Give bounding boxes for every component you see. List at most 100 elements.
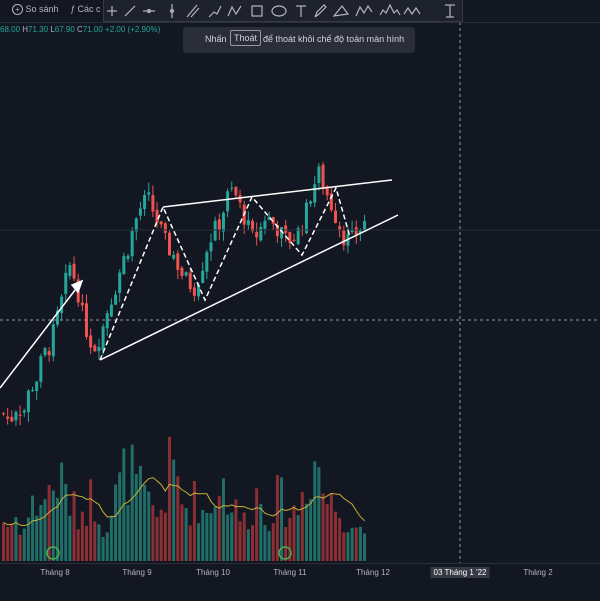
volume-bar xyxy=(35,515,39,561)
candle-body xyxy=(101,326,105,350)
candle-body xyxy=(143,194,147,209)
volume-bar xyxy=(18,534,22,561)
volume-bar xyxy=(358,526,362,561)
volume-bar xyxy=(109,515,113,561)
volume-bar xyxy=(2,522,5,561)
volume-bar xyxy=(221,478,225,561)
candle-body xyxy=(321,164,325,189)
zigzag-tool-icon[interactable] xyxy=(227,5,242,17)
volume-bar xyxy=(317,467,321,561)
candle-body xyxy=(43,348,47,356)
escape-key-badge[interactable]: Thoát xyxy=(230,30,262,46)
drawing-toolbar xyxy=(103,0,463,22)
volume-bar xyxy=(22,528,26,561)
volume-bar xyxy=(354,527,358,561)
rectangle-icon[interactable] xyxy=(251,5,263,17)
volume-bar xyxy=(26,517,30,561)
candle-body xyxy=(358,230,362,234)
price-chart[interactable] xyxy=(0,0,600,563)
volume-bar xyxy=(263,525,267,561)
toast-prefix: Nhấn xyxy=(205,34,227,44)
trend-line-icon[interactable] xyxy=(124,5,136,17)
compare-button[interactable]: + So sánh xyxy=(12,4,59,15)
volume-bar xyxy=(114,484,118,561)
vertical-line-icon[interactable] xyxy=(169,4,175,18)
pitchfork-icon[interactable] xyxy=(186,4,200,18)
volume-bar xyxy=(85,525,88,561)
volume-bar xyxy=(234,499,238,561)
candle-body xyxy=(263,220,267,229)
candle-body xyxy=(138,208,142,216)
time-axis-label: Tháng 8 xyxy=(40,568,70,577)
volume-bar xyxy=(138,465,142,561)
candle-body xyxy=(97,346,101,352)
volume-bar xyxy=(31,495,35,561)
high-label: H xyxy=(22,25,29,34)
candle-body xyxy=(184,272,188,276)
indicators-button[interactable]: ƒ Các c xyxy=(70,4,101,14)
time-axis-label: Tháng 9 xyxy=(122,568,152,577)
volume-bar xyxy=(346,532,350,561)
candle-body xyxy=(226,191,230,212)
volume-bar xyxy=(105,532,109,561)
candle-body xyxy=(147,192,151,195)
volume-bar xyxy=(180,504,184,561)
volume-bar xyxy=(51,490,55,561)
volume-bar xyxy=(209,513,213,561)
candle-body xyxy=(64,272,68,294)
volume-bar xyxy=(280,477,284,561)
drawing-annotations xyxy=(0,179,399,389)
volume-bar xyxy=(43,499,47,561)
pen-icon[interactable] xyxy=(314,4,327,18)
volume-bar xyxy=(275,474,279,561)
volume-bar xyxy=(300,491,304,561)
volume-bar xyxy=(118,472,122,561)
candle-body xyxy=(134,218,138,232)
volume-bar xyxy=(93,521,97,561)
text-cursor-icon[interactable] xyxy=(445,4,455,18)
volume-marker-icon xyxy=(46,546,60,560)
candle-body xyxy=(251,220,254,232)
plus-circle-icon: + xyxy=(12,4,23,15)
candle-body xyxy=(197,284,201,297)
cursor-cross-icon[interactable] xyxy=(107,6,117,16)
candle-body xyxy=(105,313,109,329)
candle-body xyxy=(221,212,225,232)
time-axis[interactable]: Tháng 8 Tháng 9 Tháng 10 Tháng 11 Tháng … xyxy=(0,563,600,601)
triangle-pattern-icon[interactable] xyxy=(332,5,350,17)
volume-bar xyxy=(213,506,217,561)
volume-bar xyxy=(151,505,155,561)
candle-body xyxy=(159,221,163,225)
volume-bar xyxy=(284,527,288,561)
candle-body xyxy=(155,209,159,223)
zigzag-wave-icon[interactable] xyxy=(403,6,421,16)
horizontal-line-icon[interactable] xyxy=(143,8,155,14)
ellipse-icon[interactable] xyxy=(271,5,287,17)
candle-body xyxy=(80,302,84,306)
text-icon[interactable] xyxy=(296,5,306,17)
candle-body xyxy=(313,184,317,203)
volume-bar xyxy=(6,526,10,561)
volume-bar xyxy=(292,505,296,561)
candle-body xyxy=(304,202,308,234)
brush-icon[interactable] xyxy=(208,5,222,18)
elliott-wave-icon[interactable] xyxy=(355,4,373,17)
volume-bar xyxy=(176,476,180,561)
candle-body xyxy=(271,216,275,224)
time-axis-label: Tháng 10 xyxy=(196,568,230,577)
candle-body xyxy=(47,351,51,356)
candle-body xyxy=(234,187,238,196)
function-icon: ƒ xyxy=(70,4,76,14)
candle-body xyxy=(6,416,10,419)
volume-bar xyxy=(313,461,317,561)
candle-body xyxy=(2,413,5,415)
volume-bar xyxy=(230,512,234,561)
high-value: 71.30 xyxy=(28,25,49,34)
candle-body xyxy=(255,232,259,238)
change-value: +2.00 (+2.90%) xyxy=(105,25,161,34)
candle-body xyxy=(209,242,213,252)
head-shoulders-icon[interactable] xyxy=(379,3,401,16)
volume-bar xyxy=(338,518,342,561)
candle-body xyxy=(68,265,72,276)
candle-body xyxy=(280,227,284,239)
